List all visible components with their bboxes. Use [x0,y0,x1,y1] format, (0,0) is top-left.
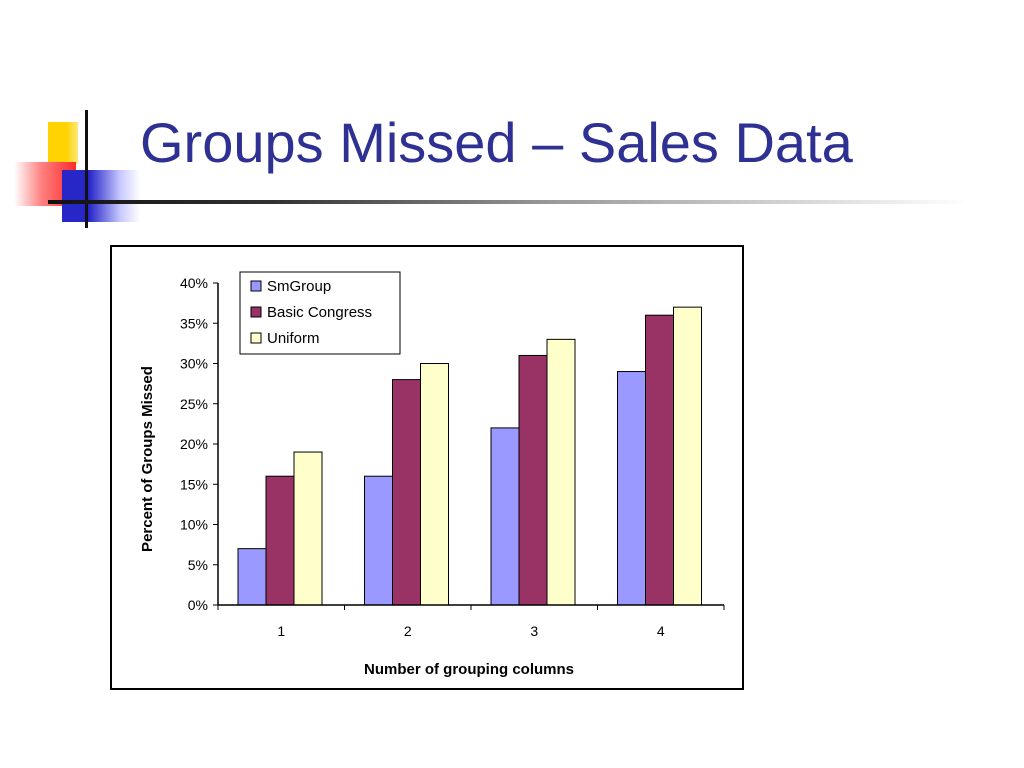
legend-swatch [250,306,262,318]
y-tick-label: 35% [180,315,208,331]
y-tick-label: 20% [180,436,208,452]
x-tick-label: 2 [404,623,412,639]
y-tick-label: 15% [180,476,208,492]
x-tick-label: 1 [277,623,285,639]
bar [420,363,449,606]
slide-title: Groups Missed – Sales Data [140,111,853,174]
legend-swatch [250,332,262,344]
bar [265,475,295,606]
legend-label: Basic Congress [267,304,372,321]
bar [518,354,548,606]
decor-yellow-square [48,122,78,164]
bar [546,338,576,606]
bar [392,379,421,606]
y-tick-label: 40% [180,275,208,291]
bar [364,475,393,606]
bar [293,451,323,606]
decor-title-underline [48,200,968,204]
decor-blue-square [62,170,140,222]
bar [617,371,646,606]
y-tick-label: 25% [180,396,208,412]
x-tick-label: 3 [530,623,538,639]
y-tick-label: 10% [180,517,208,533]
bar [673,306,702,606]
decor-vertical-line [85,110,88,228]
legend-swatch [250,280,262,292]
bar [490,427,520,606]
x-axis-label: Number of grouping columns [364,661,574,678]
bar [645,314,674,606]
y-tick-label: 0% [188,597,208,613]
chart-frame: 0% 5% 10% 15% 20% 25% 30% 35% 40% 1 2 3 4 Number of g… [110,245,744,690]
legend-label: SmGroup [267,278,331,295]
legend-label: Uniform [267,330,320,347]
y-tick-label: 5% [188,557,208,573]
legend-box [239,271,401,355]
y-axis-label: Percent of Groups Missed [139,366,156,552]
bar-chart: 0% 5% 10% 15% 20% 25% 30% 35% 40% 1 2 3 4 Number of g… [139,271,725,678]
x-tick-label: 4 [657,623,665,639]
bar [237,548,267,606]
y-tick-label: 30% [180,356,208,372]
